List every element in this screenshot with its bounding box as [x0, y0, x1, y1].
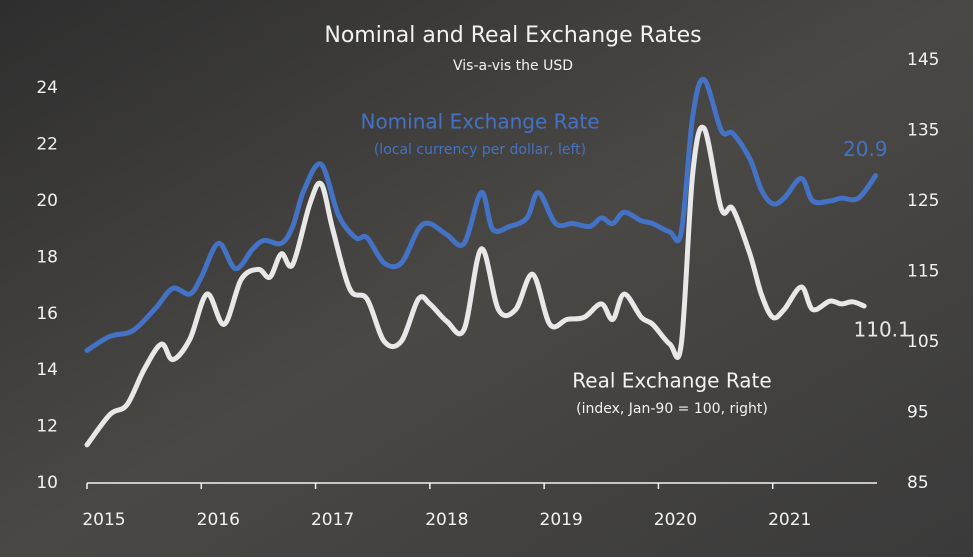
chart-title: Nominal and Real Exchange Rates — [324, 23, 701, 48]
series-label: Nominal Exchange Rate — [360, 110, 599, 134]
series-note: (index, Jan-90 = 100, right) — [576, 401, 768, 417]
chart: Nominal and Real Exchange Rates Vis-a-vi… — [0, 0, 973, 557]
y2-tick-label: 125 — [907, 191, 939, 211]
x-tick-label: 2020 — [654, 510, 697, 530]
x-tick-label: 2021 — [768, 510, 811, 530]
series-label: Real Exchange Rate — [572, 369, 771, 393]
x-tick-label: 2018 — [425, 510, 468, 530]
background — [0, 0, 973, 557]
x-tick-label: 2019 — [540, 510, 583, 530]
x-tick-label: 2016 — [197, 510, 240, 530]
y-tick-label: 24 — [36, 78, 58, 98]
y-tick-label: 22 — [36, 135, 58, 155]
y2-tick-label: 135 — [907, 121, 939, 141]
y-tick-label: 20 — [36, 191, 58, 211]
y2-tick-label: 115 — [907, 262, 939, 282]
y2-tick-label: 145 — [907, 50, 939, 70]
y-tick-label: 12 — [36, 417, 58, 437]
series-note: (local currency per dollar, left) — [374, 142, 586, 158]
end-value-label: 110.1 — [854, 318, 911, 342]
y2-tick-label: 105 — [907, 332, 939, 352]
chart-subtitle: Vis-a-vis the USD — [453, 58, 573, 74]
y-tick-label: 18 — [36, 247, 58, 267]
y-tick-label: 10 — [36, 473, 58, 493]
y2-tick-label: 95 — [907, 403, 929, 423]
end-value-label: 20.9 — [843, 137, 888, 161]
y-tick-label: 16 — [36, 304, 58, 324]
x-tick-label: 2015 — [82, 510, 125, 530]
y2-tick-label: 85 — [907, 473, 929, 493]
y-tick-label: 14 — [36, 360, 58, 380]
x-tick-label: 2017 — [311, 510, 354, 530]
